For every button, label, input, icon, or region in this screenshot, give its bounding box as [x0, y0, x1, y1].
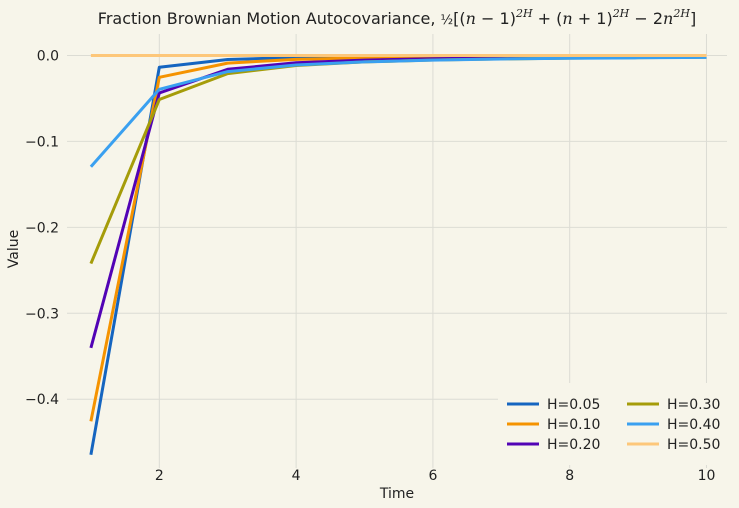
y-tick-label: −0.4 [25, 392, 59, 408]
y-tick-label: 0.0 [37, 48, 59, 64]
series-lines [89, 54, 707, 456]
legend-label: H=0.20 [547, 437, 600, 453]
series-line-h-0-40 [89, 55, 707, 168]
legend: H=0.05 H=0.10 H=0.20 H=0.30 H=0.40 H=0.50 [498, 383, 729, 465]
legend-label: H=0.40 [667, 417, 720, 433]
y-axis-label: Value [6, 230, 22, 268]
chart-title: Fraction Brownian Motion Autocovariance,… [98, 7, 696, 28]
x-tick-label: 8 [565, 468, 574, 484]
y-tick-label: −0.2 [25, 220, 59, 236]
legend-label: H=0.30 [667, 397, 720, 413]
x-tick-label: 6 [428, 468, 437, 484]
x-axis-label: Time [379, 486, 414, 502]
x-tick-label: 10 [698, 468, 716, 484]
x-tick-label: 2 [155, 468, 164, 484]
x-tick-label: 4 [292, 468, 301, 484]
y-tick-label: −0.3 [25, 306, 59, 322]
legend-label: H=0.10 [547, 417, 600, 433]
legend-label: H=0.50 [667, 437, 720, 453]
tick-labels: 2 4 6 8 10 0.0 −0.1 −0.2 −0.3 −0.4 [25, 48, 715, 484]
y-tick-label: −0.1 [25, 134, 59, 150]
legend-label: H=0.05 [547, 397, 600, 413]
